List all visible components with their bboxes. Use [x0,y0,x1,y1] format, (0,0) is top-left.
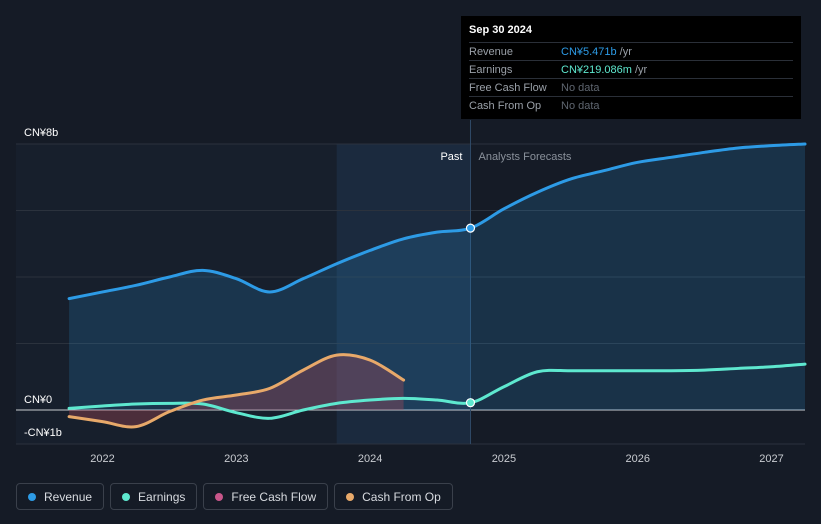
highlight-region [336,144,471,444]
revenue-marker [465,223,476,233]
x-tick-label: 2024 [358,453,382,465]
tooltip-label: Earnings [469,63,513,76]
tooltip-unit: /yr [634,63,648,76]
cash-from-op-area [69,354,404,427]
tooltip-row-earnings: Earnings CN¥219.086m/yr [469,60,793,78]
y-tick-label: -CN¥1b [24,427,62,439]
free-cash-flow-dot-icon [215,492,224,501]
tooltip-value: No data [561,99,600,112]
cash-from-op-dot-icon [346,492,355,501]
forecast-label: Analysts Forecasts [478,151,571,163]
x-tick-label: 2027 [759,453,783,465]
tooltip-panel: Sep 30 2024 Revenue CN¥5.471b/yr Earning… [461,16,801,119]
series-areas [69,144,805,427]
legend-label: Earnings [138,489,186,504]
x-tick-label: 2026 [626,453,650,465]
x-tick-label: 2023 [224,453,248,465]
tooltip-row-revenue: Revenue CN¥5.471b/yr [469,42,793,60]
series-lines [67,142,807,429]
x-tick-label: 2022 [90,453,114,465]
tooltip-value: CN¥219.086m [561,63,632,76]
tooltip-value: CN¥5.471b [561,45,617,58]
hover-markers [465,223,476,408]
tooltip-row-cash-from-op: Cash From Op No data [469,96,793,114]
tooltip-value: No data [561,81,600,94]
legend-item-free-cash-flow[interactable]: Free Cash Flow [203,483,329,510]
y-tick-label: CN¥8b [24,127,58,139]
cash-from-op-line [67,353,406,429]
tooltip-date: Sep 30 2024 [469,24,532,36]
chart-legend: Revenue Earnings Free Cash Flow Cash Fro… [16,483,453,510]
legend-item-cash-from-op[interactable]: Cash From Op [334,483,453,510]
x-tick-label: 2025 [492,453,516,465]
past-label: Past [440,151,462,163]
legend-label: Free Cash Flow [231,489,317,504]
revenue-line [67,142,807,301]
tooltip-row-free-cash-flow: Free Cash Flow No data [469,78,793,96]
grid-lines [16,120,805,445]
tooltip-label: Free Cash Flow [469,81,547,94]
tooltip-label: Revenue [469,45,514,58]
tooltip-label: Cash From Op [469,99,542,112]
legend-label: Revenue [44,489,93,504]
legend-item-revenue[interactable]: Revenue [16,483,105,510]
y-tick-label: CN¥0 [24,394,52,406]
legend-item-earnings[interactable]: Earnings [110,483,198,510]
revenue-dot-icon [28,492,36,501]
tooltip-unit: /yr [619,45,632,58]
earnings-marker [465,398,476,408]
earnings-dot-icon [122,492,131,501]
revenue-area [69,144,805,410]
legend-label: Cash From Op [362,489,441,504]
axis-labels: CN¥8b CN¥0 -CN¥1b 2022 2023 2024 2025 2026 2027 P… [24,127,784,465]
